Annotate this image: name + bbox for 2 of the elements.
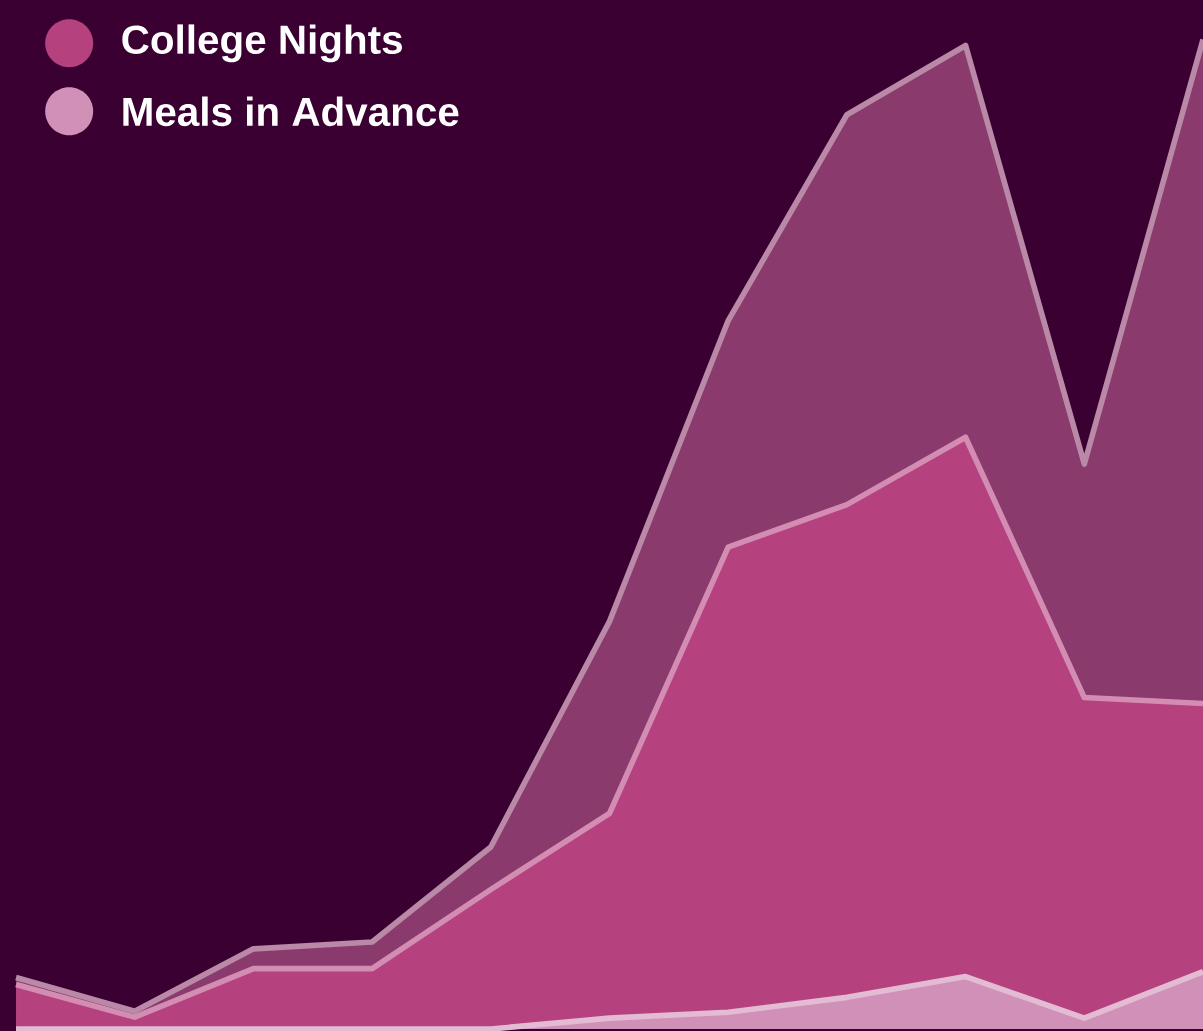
legend-label: College Nights <box>122 24 402 63</box>
legend-label: Meals in Advance <box>123 96 459 127</box>
